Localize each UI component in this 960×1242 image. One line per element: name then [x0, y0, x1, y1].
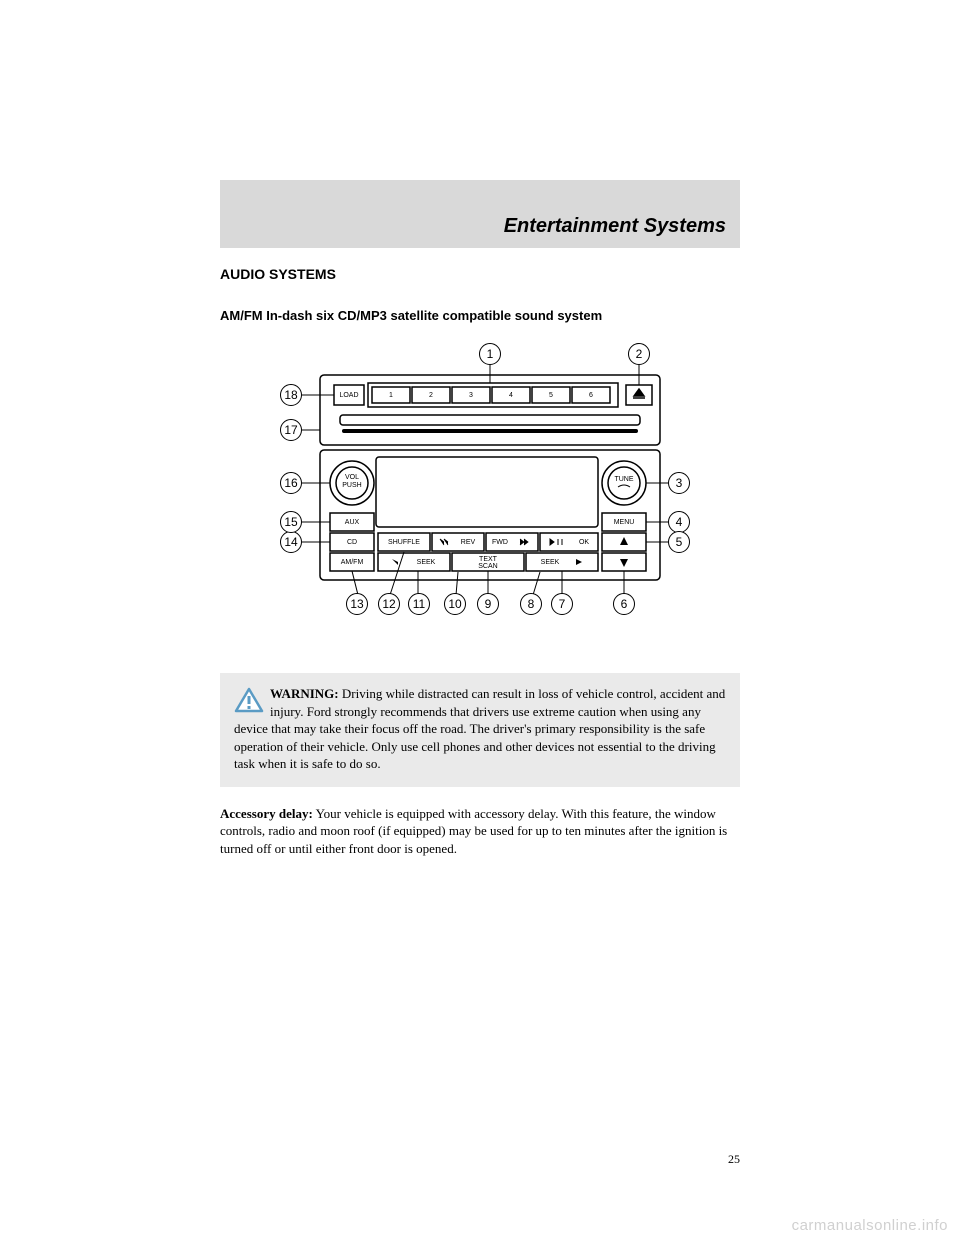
svg-text:4: 4 [509, 392, 513, 399]
rev-label: REV [461, 539, 476, 546]
callout-11: 11 [408, 593, 430, 615]
callout-15: 15 [280, 511, 302, 533]
tune-label: TUNE [614, 476, 633, 483]
ok-label: OK [579, 539, 589, 546]
text-label: TEXT [479, 556, 498, 563]
callout-4: 4 [668, 511, 690, 533]
menu-label: MENU [614, 519, 635, 526]
callout-8: 8 [520, 593, 542, 615]
push-label: PUSH [342, 482, 361, 489]
callout-9: 9 [477, 593, 499, 615]
callout-13: 13 [346, 593, 368, 615]
cd-label: CD [347, 539, 357, 546]
svg-text:5: 5 [549, 392, 553, 399]
header-bar: Entertainment Systems [220, 180, 740, 248]
svg-text:6: 6 [589, 392, 593, 399]
callout-6: 6 [613, 593, 635, 615]
callout-5: 5 [668, 531, 690, 553]
callout-17: 17 [280, 419, 302, 441]
callout-16: 16 [280, 472, 302, 494]
paragraph-label: Accessory delay: [220, 806, 313, 821]
header-title: Entertainment Systems [504, 215, 726, 238]
fwd-label: FWD [492, 539, 508, 546]
warning-icon [234, 687, 264, 713]
vol-label: VOL [345, 474, 359, 481]
callout-10: 10 [444, 593, 466, 615]
seek-left-label: SEEK [417, 559, 436, 566]
load-label: LOAD [339, 392, 358, 399]
scan-label: SCAN [478, 563, 497, 570]
page-number: 25 [728, 1152, 740, 1167]
callout-14: 14 [280, 531, 302, 553]
warning-box: WARNING: Driving while distracted can re… [220, 673, 740, 787]
callout-7: 7 [551, 593, 573, 615]
watermark: carmanualsonline.info [792, 1217, 948, 1234]
svg-text:2: 2 [429, 392, 433, 399]
svg-text:1: 1 [389, 392, 393, 399]
callout-12: 12 [378, 593, 400, 615]
radio-diagram: LOAD 1 2 3 4 5 6 [250, 335, 710, 655]
callout-2: 2 [628, 343, 650, 365]
callout-18: 18 [280, 384, 302, 406]
callout-1: 1 [479, 343, 501, 365]
page-content: Entertainment Systems AUDIO SYSTEMS AM/F… [220, 180, 740, 857]
callout-3: 3 [668, 472, 690, 494]
svg-text:3: 3 [469, 392, 473, 399]
shuffle-label: SHUFFLE [388, 539, 420, 546]
seek-right-label: SEEK [541, 559, 560, 566]
amfm-label: AM/FM [341, 559, 364, 566]
sub-heading: AM/FM In-dash six CD/MP3 satellite compa… [220, 308, 740, 323]
warning-label: WARNING: [270, 686, 339, 701]
section-heading: AUDIO SYSTEMS [220, 266, 740, 282]
accessory-delay-paragraph: Accessory delay: Your vehicle is equippe… [220, 805, 740, 858]
aux-label: AUX [345, 519, 360, 526]
